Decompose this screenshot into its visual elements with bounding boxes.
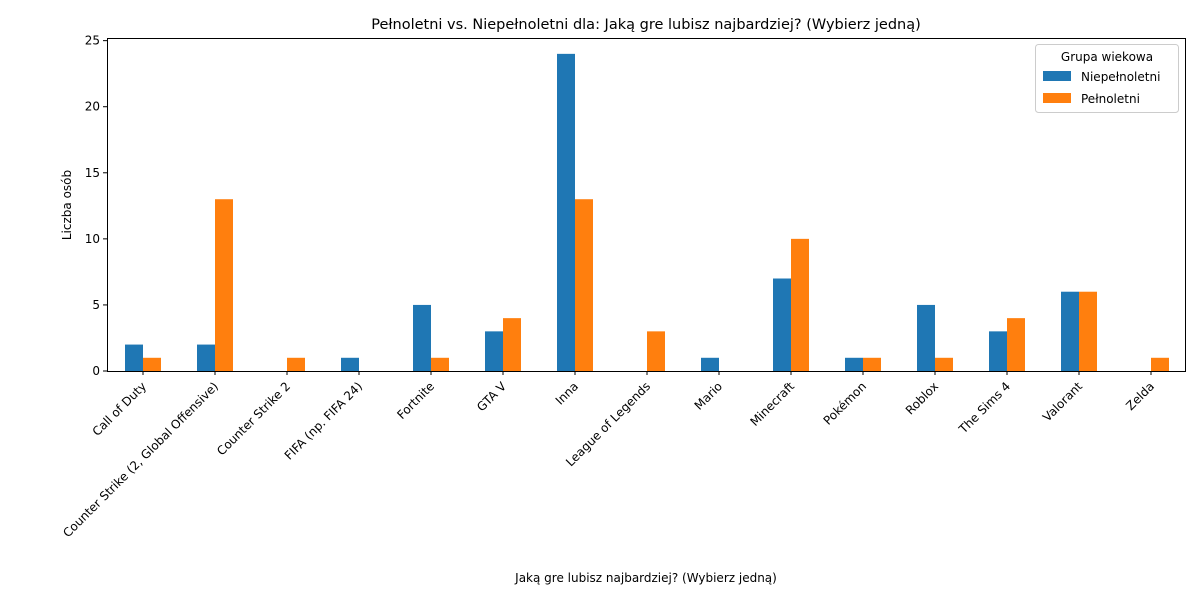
legend-swatch-adults (1043, 93, 1071, 103)
bar-adults (1079, 291, 1097, 371)
bar-adults (647, 331, 665, 371)
bar-minors (917, 304, 935, 371)
y-axis: 0 5 10 15 20 25 (85, 34, 107, 378)
bar-adults (863, 357, 881, 371)
bar-adults (431, 357, 449, 371)
bar-adults (143, 357, 161, 371)
bar-adults (1151, 357, 1169, 371)
bar-minors (557, 53, 575, 371)
bar-adults (575, 199, 593, 371)
y-tick-label: 5 (92, 298, 100, 312)
y-tick-label: 10 (85, 232, 100, 246)
x-axis-title: Jaką gre lubisz najbardziej? (Wybierz je… (514, 571, 777, 585)
bar-minors (1061, 291, 1079, 371)
legend-label-adults: Pełnoletni (1081, 92, 1140, 106)
plot-frame (107, 38, 1186, 372)
bar-minors (701, 357, 719, 371)
y-axis-title: Liczba osób (60, 170, 74, 240)
bar-adults (503, 318, 521, 371)
bar-adults (287, 357, 305, 371)
legend-swatch-minors (1043, 71, 1071, 81)
bar-minors (125, 344, 143, 371)
y-tick-label: 20 (85, 100, 100, 114)
bars-layer (125, 53, 1169, 371)
bar-adults (215, 199, 233, 371)
bar-minors (197, 344, 215, 371)
y-tick-label: 25 (85, 34, 100, 48)
bar-minors (413, 304, 431, 371)
y-tick-label: 15 (85, 166, 100, 180)
bar-minors (773, 278, 791, 371)
bar-adults (935, 357, 953, 371)
bar-minors (341, 357, 359, 371)
bar-minors (485, 331, 503, 371)
chart-title: Pełnoletni vs. Niepełnoletni dla: Jaką g… (371, 17, 921, 33)
y-tick-label: 0 (92, 364, 100, 378)
legend-title: Grupa wiekowa (1061, 50, 1153, 64)
bar-adults (791, 238, 809, 371)
bar-minors (989, 331, 1007, 371)
legend: Grupa wiekowa Niepełnoletni Pełnoletni (1035, 44, 1179, 113)
legend-frame (1035, 44, 1179, 113)
bar-adults (1007, 318, 1025, 371)
bar-minors (845, 357, 863, 371)
legend-label-minors: Niepełnoletni (1081, 70, 1160, 84)
